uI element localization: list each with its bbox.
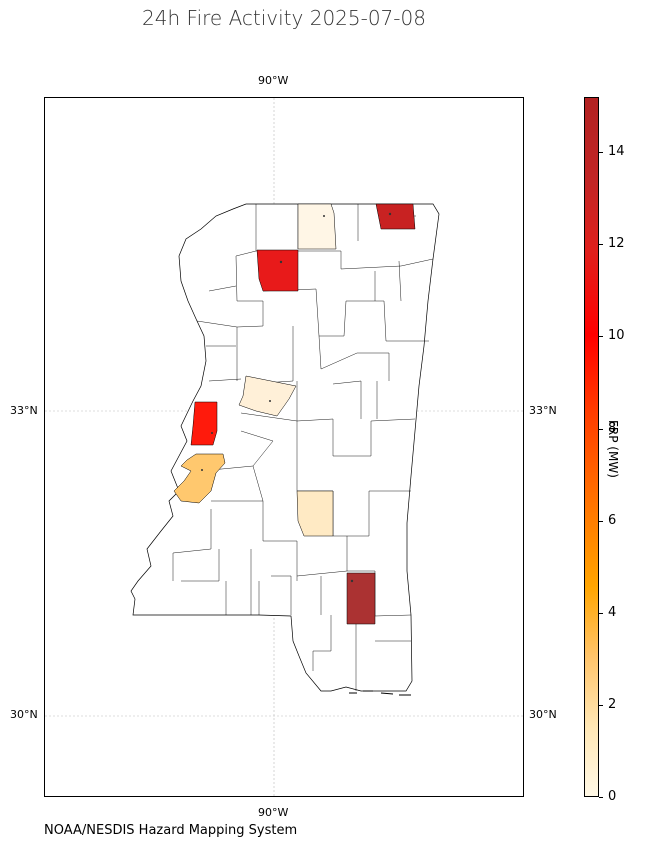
fire-county-central-south[interactable] — [296, 490, 334, 537]
colorbar-tick-mark — [599, 152, 603, 154]
map-frame — [44, 97, 524, 797]
lat-tick-left-33: 33°N — [10, 404, 38, 417]
colorbar-tick-mark — [599, 520, 603, 522]
colorbar-tick-label: 2 — [608, 696, 617, 712]
colorbar-tick-mark — [599, 704, 603, 706]
colorbar-tick-label: 4 — [608, 604, 617, 620]
lon-tick-bottom: 90°W — [258, 806, 289, 819]
colorbar-tick-mark — [599, 428, 603, 430]
colorbar-tick-mark — [599, 797, 603, 798]
colorbar-tick-label: 8 — [608, 420, 617, 436]
fire-county-north-west-center[interactable] — [256, 249, 299, 292]
fire-county-west-river[interactable] — [190, 401, 218, 446]
fire-detection-point — [211, 432, 213, 434]
fire-county-north-center[interactable] — [297, 203, 337, 250]
colorbar-tick-label: 14 — [608, 144, 625, 160]
colorbar-tick-mark — [599, 612, 603, 614]
fire-county-northeast[interactable] — [375, 203, 416, 230]
map-title: 24h Fire Activity 2025-07-08 — [142, 6, 426, 30]
colorbar-tick-mark — [599, 244, 603, 246]
barrier-islands — [349, 690, 411, 696]
data-source-credit: NOAA/NESDIS Hazard Mapping System — [44, 823, 298, 838]
colorbar-tick-label: 12 — [608, 236, 625, 252]
colorbar-label: FRP (MW) — [606, 420, 620, 478]
fire-county-southeast[interactable] — [346, 572, 376, 625]
fire-detections — [201, 212, 392, 583]
fire-detection-point — [350, 579, 354, 583]
colorbar-tick-label: 10 — [608, 328, 625, 344]
fire-county-central-west[interactable] — [238, 375, 297, 417]
fire-detection-point — [269, 400, 271, 402]
lat-tick-left-30: 30°N — [10, 708, 38, 721]
lat-tick-right-33: 33°N — [529, 404, 557, 417]
state-outline — [130, 203, 440, 692]
fire-detection-point — [279, 260, 283, 264]
fire-detection-point — [388, 212, 392, 216]
colorbar-tick-label: 0 — [608, 789, 617, 804]
lon-tick-top: 90°W — [258, 74, 289, 87]
fire-county-southwest-river[interactable] — [173, 453, 226, 504]
colorbar-tick-label: 6 — [608, 512, 617, 528]
mississippi-map — [45, 98, 523, 796]
colorbar — [584, 97, 599, 797]
fire-detection-point — [323, 215, 325, 217]
fire-detection-point — [201, 469, 203, 471]
fire-counties — [173, 203, 416, 625]
lat-tick-right-30: 30°N — [529, 708, 557, 721]
colorbar-tick-mark — [599, 336, 603, 338]
